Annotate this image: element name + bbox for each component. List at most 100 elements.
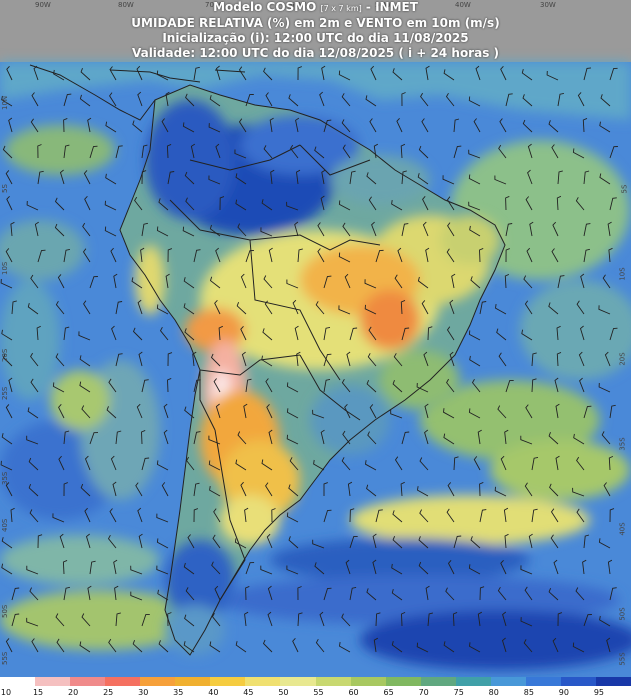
wind-barb [323, 353, 332, 367]
wind-barbs [0, 65, 618, 653]
wind-barb [504, 273, 510, 289]
wind-barb [63, 144, 70, 159]
wind-barb [30, 274, 39, 289]
legend-label: 20 [68, 688, 79, 697]
wind-barb [131, 277, 143, 289]
wind-barb [58, 455, 65, 471]
wind-barb [608, 455, 614, 471]
wind-barb [583, 405, 592, 419]
wind-barb [215, 247, 221, 263]
wind-barb [107, 534, 117, 549]
legend-label: 55 [313, 688, 324, 697]
wind-barb [468, 564, 481, 575]
wind-barb [390, 409, 403, 419]
wind-barb [417, 486, 429, 497]
legend-swatch [280, 677, 317, 686]
wind-barb [369, 404, 377, 419]
wind-barb [583, 248, 591, 263]
wind-barb [424, 403, 429, 419]
wind-barb [479, 586, 485, 601]
model-resolution: [7 x 7 km] [320, 4, 362, 13]
wind-barb [185, 197, 195, 211]
legend-swatch [455, 677, 492, 686]
wind-barb [504, 429, 509, 445]
color-legend: 10 15 20 25 30 35 40 45 50 55 60 65 70 75 80 85 90 95 [0, 677, 631, 700]
wind-barb [141, 429, 146, 445]
wind-barb [6, 195, 13, 211]
wind-barb [522, 94, 533, 107]
wind-barb [156, 460, 169, 471]
wind-barb [416, 382, 429, 393]
wind-barb [59, 169, 65, 185]
legend-label: 80 [488, 688, 499, 697]
wind-barb [114, 585, 119, 601]
wind-barb [63, 430, 70, 445]
wind-barb [447, 482, 455, 497]
wind-barb [599, 121, 611, 133]
wind-barb [392, 380, 403, 393]
wind-barb [159, 326, 169, 341]
wind-barb [553, 559, 559, 575]
wind-barb [418, 561, 429, 575]
lat-label: 50S [1, 604, 9, 618]
wind-barb [550, 508, 559, 523]
wind-barb [5, 638, 13, 653]
wind-barb [479, 509, 487, 523]
wind-barb [527, 143, 533, 159]
wind-barb [37, 144, 42, 159]
wind-barb [5, 170, 13, 185]
wind-barb [237, 431, 247, 445]
wind-barb [183, 303, 195, 315]
lat-label: 55S [1, 651, 9, 665]
legend-swatch [105, 677, 142, 686]
wind-barb [209, 224, 221, 237]
wind-barb [468, 96, 481, 107]
wind-barb [505, 93, 513, 107]
wind-barb [583, 170, 590, 185]
wind-barb [557, 92, 564, 107]
wind-barb [602, 274, 611, 289]
wind-barb [136, 403, 143, 419]
wind-barb [522, 119, 533, 133]
wind-barb [451, 273, 456, 289]
valid-time: Validade: 12:00 UTC do dia 12/08/2025 ( … [131, 46, 500, 60]
wind-barb [425, 585, 430, 601]
wind-barb [604, 351, 611, 367]
lat-label: 25S [1, 386, 9, 400]
wind-barb [105, 173, 117, 185]
wind-barb [6, 65, 13, 81]
wind-barb [193, 379, 201, 393]
wind-barb [576, 508, 585, 523]
lat-label: 55S [618, 652, 627, 666]
wind-barb [368, 326, 377, 341]
legend-label: 10 [0, 688, 12, 697]
wind-barb [419, 509, 429, 523]
wind-barb [392, 510, 403, 523]
legend-label: 45 [243, 688, 254, 697]
wind-barb [554, 377, 559, 393]
wind-barb [342, 430, 351, 445]
wind-barb [208, 123, 221, 133]
wind-barb [295, 117, 300, 133]
wind-barb [521, 329, 533, 341]
wind-barb [503, 507, 509, 523]
wind-barb [165, 91, 170, 107]
wind-barb [609, 508, 615, 523]
wind-barb [341, 457, 351, 471]
wind-barb [2, 145, 13, 159]
wind-barb [167, 248, 173, 263]
wind-barb [28, 483, 39, 497]
wind-barb [549, 483, 559, 497]
wind-barb [187, 534, 195, 549]
wind-barb [190, 143, 196, 159]
wind-barb [473, 456, 481, 471]
wind-barb [235, 459, 247, 471]
wind-barb [320, 429, 325, 445]
wind-barb [443, 408, 455, 419]
wind-barb [5, 482, 13, 497]
wind-barb [607, 559, 613, 575]
wind-barb [156, 226, 169, 237]
wind-barb [104, 200, 117, 211]
wind-barb [572, 148, 585, 159]
wind-barb [524, 300, 533, 315]
